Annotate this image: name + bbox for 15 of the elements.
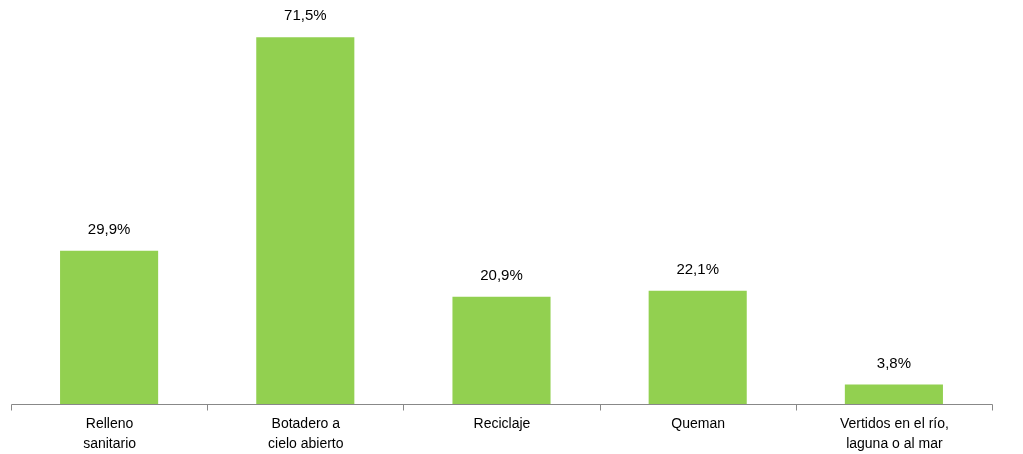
x-tick-label: Botadero a cielo abierto (268, 414, 344, 451)
x-tick-label: Relleno sanitario (83, 414, 137, 451)
data-label: 20,9% (480, 265, 523, 283)
data-label: 3,8% (876, 353, 911, 371)
bar (452, 296, 551, 404)
x-tick-label: Vertidos en el río, laguna o al mar (839, 414, 949, 451)
data-label: 22,1% (676, 259, 719, 277)
data-label: 71,5% (284, 6, 327, 24)
x-tick-label: Reciclaje (473, 414, 531, 431)
x-tick-label: Queman (671, 414, 726, 431)
bar (844, 384, 943, 404)
bar (60, 250, 159, 404)
bar (256, 37, 355, 404)
data-label: 29,9% (87, 219, 131, 237)
bar (648, 290, 747, 404)
